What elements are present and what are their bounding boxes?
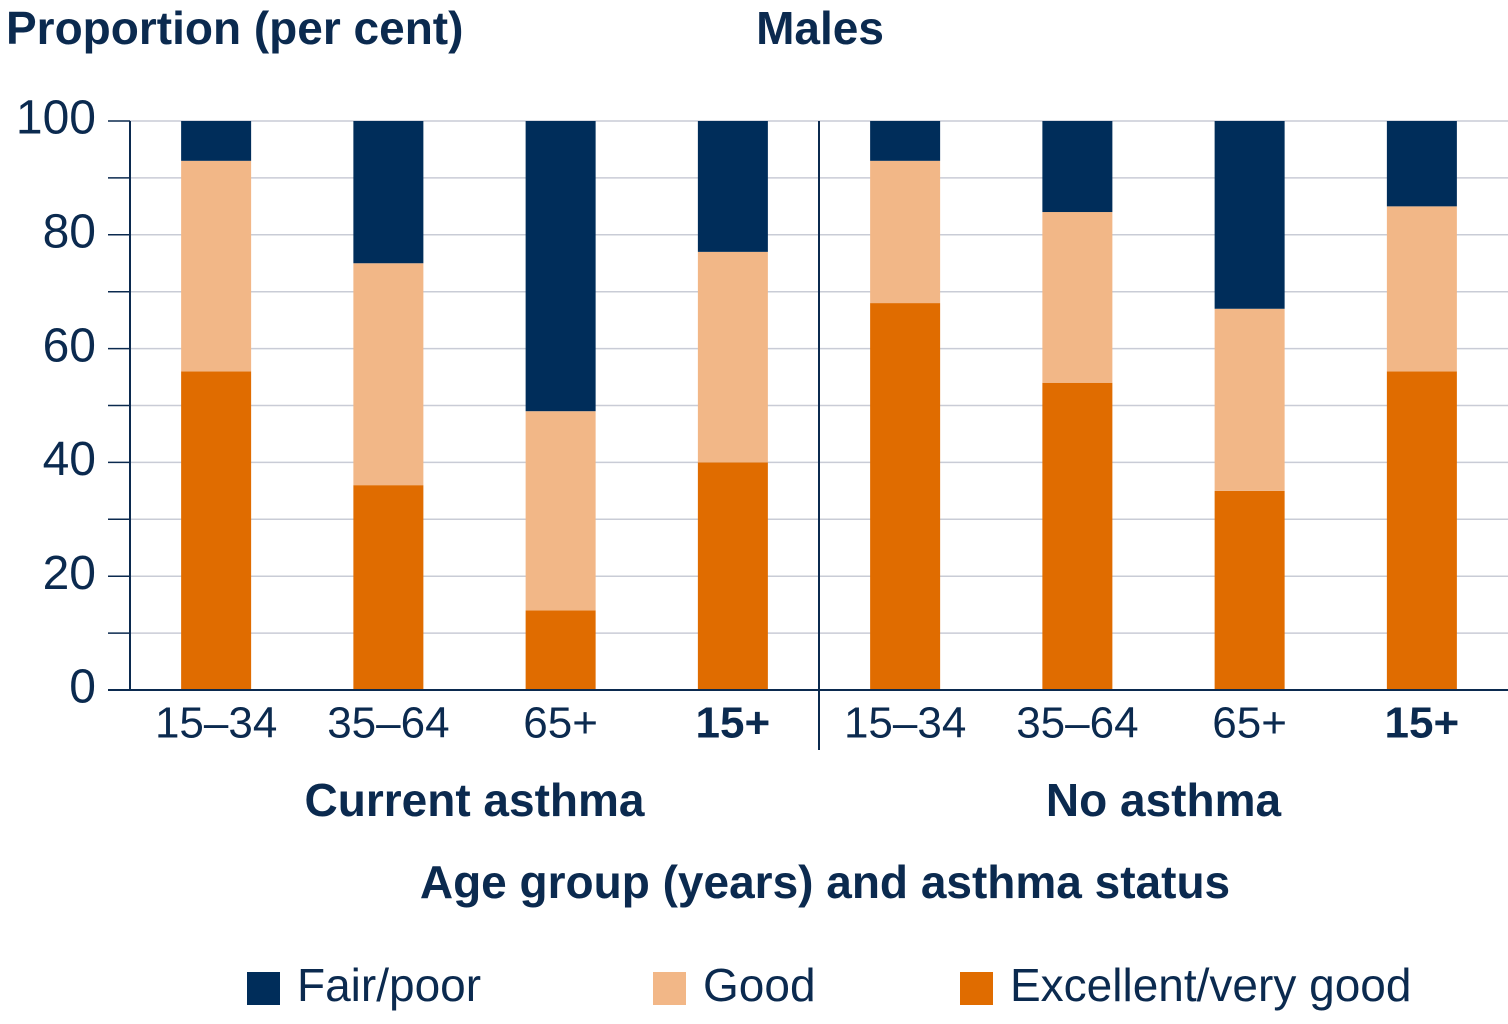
- y-tick-label: 20: [43, 547, 96, 600]
- legend-swatch: [653, 972, 686, 1005]
- bar-segment: [698, 462, 768, 690]
- bar-segment: [353, 121, 423, 263]
- x-tick-label: 15–34: [844, 699, 966, 748]
- bar-segment: [526, 121, 596, 411]
- legend-label: Good: [703, 959, 816, 1011]
- bar-segment: [698, 121, 768, 252]
- group-label: Current asthma: [305, 774, 645, 826]
- bar-segment: [870, 161, 940, 303]
- x-tick-label: 15+: [1385, 699, 1460, 748]
- x-tick-label: 15–34: [155, 699, 277, 748]
- bar-segment: [1042, 212, 1112, 383]
- x-tick-label: 35–64: [327, 699, 449, 748]
- legend-swatch: [960, 972, 993, 1005]
- bar-segment: [1042, 383, 1112, 690]
- bar-segment: [1042, 121, 1112, 212]
- bar-segment: [181, 161, 251, 372]
- bar-segment: [1387, 371, 1457, 690]
- bar-segment: [1215, 309, 1285, 491]
- bar-segment: [181, 371, 251, 690]
- x-tick-label: 65+: [1212, 699, 1287, 748]
- legend-label: Excellent/very good: [1010, 959, 1411, 1011]
- x-tick-label: 35–64: [1016, 699, 1138, 748]
- bar-segment: [353, 263, 423, 485]
- y-tick-label: 80: [43, 205, 96, 258]
- chart-title: Males: [756, 2, 884, 54]
- x-tick-label: 15+: [696, 699, 771, 748]
- bar-segment: [1215, 491, 1285, 690]
- bar-segment: [1387, 121, 1457, 206]
- y-tick-label: 60: [43, 319, 96, 372]
- bar-segment: [870, 121, 940, 161]
- legend-swatch: [247, 972, 280, 1005]
- bar-segment: [181, 121, 251, 161]
- y-tick-label: 100: [16, 92, 96, 145]
- y-axis-title: Proportion (per cent): [6, 2, 463, 54]
- bar-segment: [870, 303, 940, 690]
- bar-segment: [526, 411, 596, 610]
- x-axis-title: Age group (years) and asthma status: [420, 856, 1230, 908]
- y-tick-label: 0: [69, 661, 96, 714]
- x-tick-label: 65+: [523, 699, 598, 748]
- bar-segment: [698, 252, 768, 463]
- chart: Proportion (per cent) Males Age group (y…: [0, 0, 1508, 1024]
- bar-segment: [353, 485, 423, 690]
- y-tick-label: 40: [43, 433, 96, 486]
- bar-segment: [1215, 121, 1285, 309]
- bar-segment: [1387, 206, 1457, 371]
- group-label: No asthma: [1046, 774, 1282, 826]
- bar-segment: [526, 610, 596, 690]
- legend-label: Fair/poor: [297, 959, 481, 1011]
